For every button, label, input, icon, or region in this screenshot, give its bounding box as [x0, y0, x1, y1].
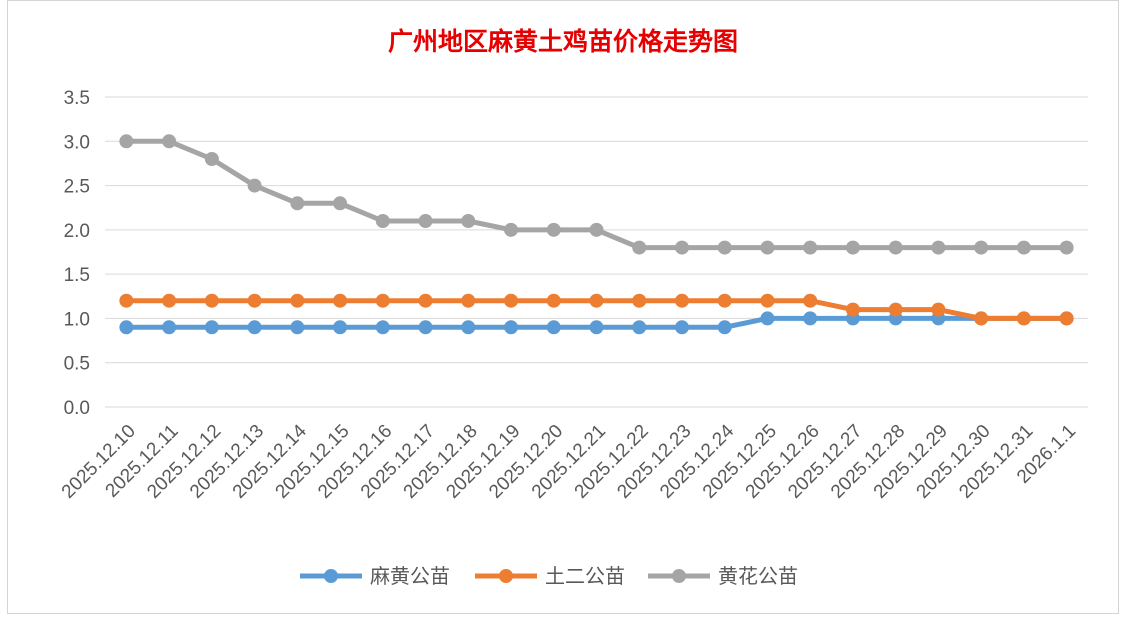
data-point [845, 302, 860, 317]
data-point [546, 293, 561, 308]
data-point [247, 320, 262, 335]
data-point [760, 311, 775, 326]
data-point [504, 222, 519, 237]
data-point [162, 134, 177, 149]
data-point [589, 293, 604, 308]
data-point [674, 240, 689, 255]
x-axis-ticks: 2025.12.102025.12.112025.12.122025.12.13… [58, 420, 1080, 502]
data-point [461, 320, 476, 335]
legend-label: 黄花公苗 [718, 564, 798, 588]
data-point [931, 240, 946, 255]
data-point [931, 302, 946, 317]
data-point [589, 320, 604, 335]
data-point [333, 320, 348, 335]
data-point [204, 293, 219, 308]
data-point [1059, 311, 1074, 326]
data-point [204, 152, 219, 166]
data-point [546, 222, 561, 237]
legend-marker [672, 569, 686, 583]
data-point [162, 320, 177, 335]
data-point [888, 302, 903, 317]
series-1 [119, 311, 1074, 335]
legend-item: 麻黄公苗 [300, 564, 450, 588]
chart-title: 广州地区麻黄土鸡苗价格走势图 [388, 27, 738, 56]
data-point [290, 196, 305, 211]
data-point [333, 196, 348, 211]
data-point [461, 293, 476, 308]
data-point [760, 240, 775, 255]
data-point [247, 293, 262, 308]
data-point [204, 320, 219, 335]
y-tick-label: 0.5 [64, 354, 90, 375]
data-point [974, 240, 989, 255]
data-point [803, 311, 818, 326]
legend: 麻黄公苗 土二公苗 黄花公苗 [300, 564, 798, 588]
data-point [717, 293, 732, 308]
legend-label: 麻黄公苗 [370, 564, 450, 588]
data-point [888, 240, 903, 255]
data-point [674, 320, 689, 335]
y-tick-label: 0.0 [64, 398, 90, 419]
data-point [290, 320, 305, 335]
data-point [546, 320, 561, 335]
data-point [717, 320, 732, 335]
data-point [504, 293, 519, 308]
series-3 [119, 134, 1074, 255]
legend-item: 黄花公苗 [648, 564, 798, 588]
data-point [674, 293, 689, 308]
data-point [974, 311, 989, 326]
data-point [1059, 240, 1074, 255]
y-tick-label: 1.5 [64, 265, 90, 286]
y-tick-label: 3.0 [64, 132, 90, 153]
legend-marker [324, 569, 338, 583]
data-point [375, 293, 390, 308]
data-point [247, 178, 262, 193]
data-point [162, 293, 177, 308]
y-tick-label: 1.0 [64, 309, 90, 330]
data-point [418, 293, 433, 308]
data-point [760, 293, 775, 308]
series-2 [119, 293, 1074, 326]
data-point [504, 320, 519, 335]
data-point [119, 293, 134, 308]
y-tick-label: 2.5 [64, 177, 90, 198]
y-axis-ticks: 0.0 0.5 1.0 1.5 2.0 2.5 3.0 3.5 [64, 88, 90, 419]
data-point [375, 214, 390, 228]
data-point [632, 320, 647, 335]
data-point [632, 240, 647, 255]
data-point [418, 320, 433, 335]
data-point [803, 293, 818, 308]
data-point [803, 240, 818, 255]
legend-label: 土二公苗 [545, 564, 625, 588]
data-point [717, 240, 732, 255]
legend-item: 土二公苗 [475, 564, 625, 588]
plot-series [119, 134, 1074, 335]
legend-marker [499, 569, 513, 583]
data-point [119, 320, 134, 335]
data-point [1016, 311, 1031, 326]
y-tick-label: 2.0 [64, 221, 90, 242]
data-point [375, 320, 390, 335]
data-point [461, 214, 476, 228]
data-point [632, 293, 647, 308]
data-point [290, 293, 305, 308]
data-point [418, 214, 433, 228]
data-point [589, 222, 604, 237]
data-point [119, 134, 134, 149]
data-point [845, 240, 860, 255]
y-tick-label: 3.5 [64, 88, 90, 109]
data-point [333, 293, 348, 308]
data-point [1016, 240, 1031, 255]
